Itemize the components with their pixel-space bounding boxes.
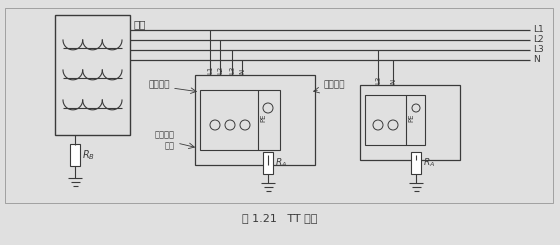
Text: N: N xyxy=(533,56,540,64)
Text: 电气装置: 电气装置 xyxy=(323,81,344,89)
Text: $R_A$: $R_A$ xyxy=(275,157,287,169)
Text: 外露导电
部分: 外露导电 部分 xyxy=(155,130,175,150)
Bar xyxy=(200,90,280,150)
Bar xyxy=(360,85,460,160)
Text: N: N xyxy=(390,79,396,84)
Text: N: N xyxy=(239,69,245,74)
Bar xyxy=(5,8,553,203)
Text: $R_B$: $R_B$ xyxy=(82,148,95,162)
Text: L2: L2 xyxy=(217,66,223,74)
Text: L2: L2 xyxy=(533,36,544,45)
Bar xyxy=(70,144,80,166)
Bar xyxy=(411,152,421,174)
Text: 电源: 电源 xyxy=(134,19,147,29)
Text: L3: L3 xyxy=(375,76,381,84)
Text: 电气设备: 电气设备 xyxy=(148,81,170,89)
Bar xyxy=(365,95,425,145)
Text: L3: L3 xyxy=(533,46,544,54)
Bar xyxy=(195,75,315,165)
Text: PE: PE xyxy=(260,114,266,122)
Text: L1: L1 xyxy=(533,25,544,35)
Bar xyxy=(55,15,130,135)
Text: PE: PE xyxy=(408,114,414,122)
Text: $R_A$: $R_A$ xyxy=(423,157,435,169)
Text: L1: L1 xyxy=(207,66,213,74)
Bar xyxy=(263,152,273,174)
Text: L3: L3 xyxy=(229,66,235,74)
Text: 图 1.21   TT 系统: 图 1.21 TT 系统 xyxy=(242,213,318,223)
